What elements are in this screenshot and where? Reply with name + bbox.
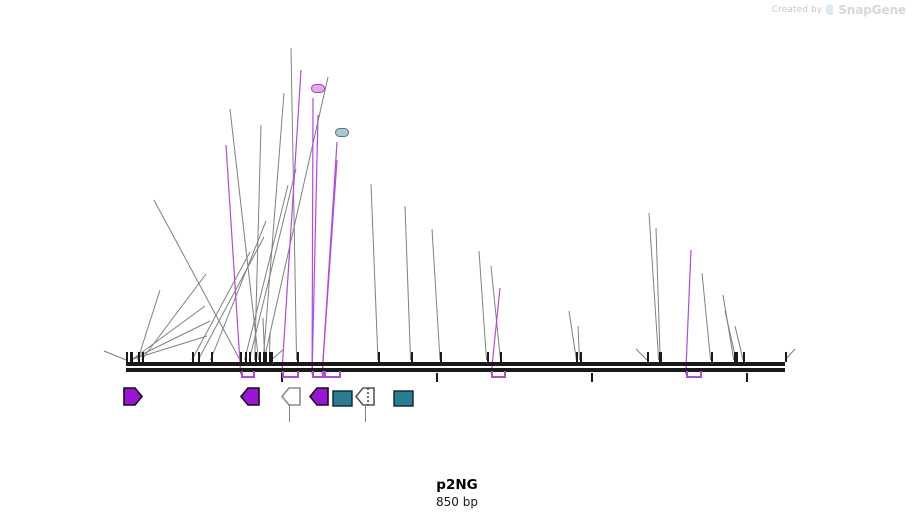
site-tick-hindiii [141,352,144,362]
site-tick-pcii [576,352,579,362]
site-tick-xbai [249,352,252,362]
site-tick-alwni [191,352,194,362]
feature-range-lac-operator [322,376,340,378]
feature-range-cap [253,371,256,378]
site-tick-mfli [239,352,242,362]
backbone-strand-top [126,362,785,366]
site-tick-eari [486,352,489,362]
site-tick-noti [254,352,257,362]
site-tick-sali [129,352,132,362]
site-tick-drdi [660,352,663,362]
track-glyph-ks-primer[interactable] [121,385,145,413]
feature-range-pbluescriptsk [240,376,254,378]
plasmid-size: 850 bp [436,495,478,509]
feature-range-cap [240,371,243,378]
track-label-stem [289,404,290,422]
site-tick-alei [263,352,266,362]
site-tick-bani [377,352,380,362]
site-tick-bstxi [264,352,267,362]
ruler-tick [591,373,594,382]
site-tick-bsrfi [210,352,213,362]
feature-range-cap [297,371,300,378]
track-glyph-cap-binding[interactable] [392,387,416,415]
site-tick-bpuei [646,352,649,362]
site-tick-end [785,352,787,362]
track-label-stem [365,404,366,422]
site-tick-btsi [410,352,413,362]
feature-range-cap [281,371,284,378]
feature-badge-m13rev[interactable] [311,80,325,96]
track-glyph-lac-promoter[interactable] [353,385,377,413]
feature-range-pbr322ori [685,376,701,378]
feature-range-cap [339,371,342,378]
site-tick-bsawi [736,352,739,362]
track-glyph-sk-primer[interactable] [238,385,262,413]
watermark-created-label: Created by [771,5,823,15]
watermark-brand-label: SnapGene [838,3,906,17]
track-glyph-sk-primer-2[interactable] [307,385,331,413]
snapgene-watermark: Created by SnapGene [772,3,906,17]
track-glyph-lac-operator-box[interactable] [331,387,355,415]
site-tick-start [126,352,128,362]
ruler-tick [436,373,439,382]
badge-label [335,128,349,137]
feature-range-cap [322,371,325,378]
feature-range-cap [685,371,688,378]
feature-range-t3 [281,376,298,378]
feature-range-cap [324,371,327,378]
site-tick-saci [270,352,273,362]
site-tick-taqii [500,352,503,362]
site-tick-spei [244,352,247,362]
site-tick-bcivi [733,352,736,362]
plasmid-name: p2NG [436,477,478,493]
feature-badge-lac-operator[interactable] [335,124,349,140]
site-tick-pvuii [439,352,442,362]
site-tick-nspi [579,352,582,362]
feature-range-l4440 [491,376,505,378]
site-tick-smli [658,352,661,362]
feature-range-cap [504,371,507,378]
site-tick-mmei [743,352,746,362]
backbone-strand-bottom [126,368,785,372]
site-tick-xmni [198,352,201,362]
feature-range-cap [700,371,703,378]
track-glyph-t3-promoter[interactable] [279,385,303,413]
feature-range-cap [312,371,315,378]
ruler-tick [746,373,749,382]
feature-range-cap [491,371,494,378]
site-tick-bsssi [710,352,713,362]
site-tick-clai [137,352,140,362]
feature-range-m13rev [312,376,325,378]
snapgene-logo-icon [826,4,834,16]
site-tick-bsshii [296,352,299,362]
site-tick-bpmi [258,352,261,362]
site-tick-eco53ki [269,352,272,362]
badge-label [311,84,325,93]
